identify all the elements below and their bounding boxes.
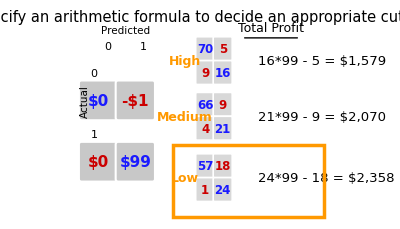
FancyBboxPatch shape [116,81,155,121]
Text: 5: 5 [218,43,227,56]
Text: 57: 57 [197,159,213,172]
FancyBboxPatch shape [196,178,215,202]
Text: $0: $0 [88,93,109,108]
Text: 4: 4 [201,122,209,135]
FancyBboxPatch shape [196,38,215,61]
FancyBboxPatch shape [213,38,232,61]
Text: High: High [169,55,201,68]
FancyBboxPatch shape [79,142,118,182]
Text: Medium: Medium [157,110,213,123]
FancyBboxPatch shape [213,93,232,117]
Text: Actual: Actual [80,85,90,117]
FancyBboxPatch shape [196,93,215,117]
Text: 66: 66 [197,98,214,111]
Text: 9: 9 [201,67,209,80]
Text: 21*99 - 9 = $2,070: 21*99 - 9 = $2,070 [258,110,386,123]
Text: 24*99 - 18 = $2,358: 24*99 - 18 = $2,358 [258,171,395,184]
Text: 18: 18 [214,159,231,172]
Text: Low: Low [171,171,199,184]
FancyBboxPatch shape [196,117,215,141]
Text: 21: 21 [214,122,231,135]
FancyBboxPatch shape [213,61,232,85]
Text: 1: 1 [90,130,98,140]
Text: 16*99 - 5 = $1,579: 16*99 - 5 = $1,579 [258,55,386,68]
Text: 16: 16 [214,67,231,80]
FancyBboxPatch shape [196,154,215,178]
FancyBboxPatch shape [79,81,118,121]
Text: 9: 9 [218,98,227,111]
Text: Total Profit: Total Profit [238,22,304,35]
Text: -$1: -$1 [122,93,149,108]
FancyBboxPatch shape [116,142,155,182]
Text: 70: 70 [197,43,213,56]
Text: $99: $99 [119,155,151,169]
Text: Specify an arithmetic formula to decide an appropriate cutoff.: Specify an arithmetic formula to decide … [0,11,400,25]
Text: $0: $0 [88,155,109,169]
Text: Predicted: Predicted [101,26,150,36]
FancyBboxPatch shape [213,154,232,178]
Text: 1: 1 [201,183,209,196]
FancyBboxPatch shape [196,61,215,85]
FancyBboxPatch shape [213,117,232,141]
Text: 0: 0 [104,42,111,52]
Text: 24: 24 [214,183,231,196]
FancyBboxPatch shape [213,178,232,202]
Text: 0: 0 [90,69,98,79]
Text: 1: 1 [140,42,147,52]
